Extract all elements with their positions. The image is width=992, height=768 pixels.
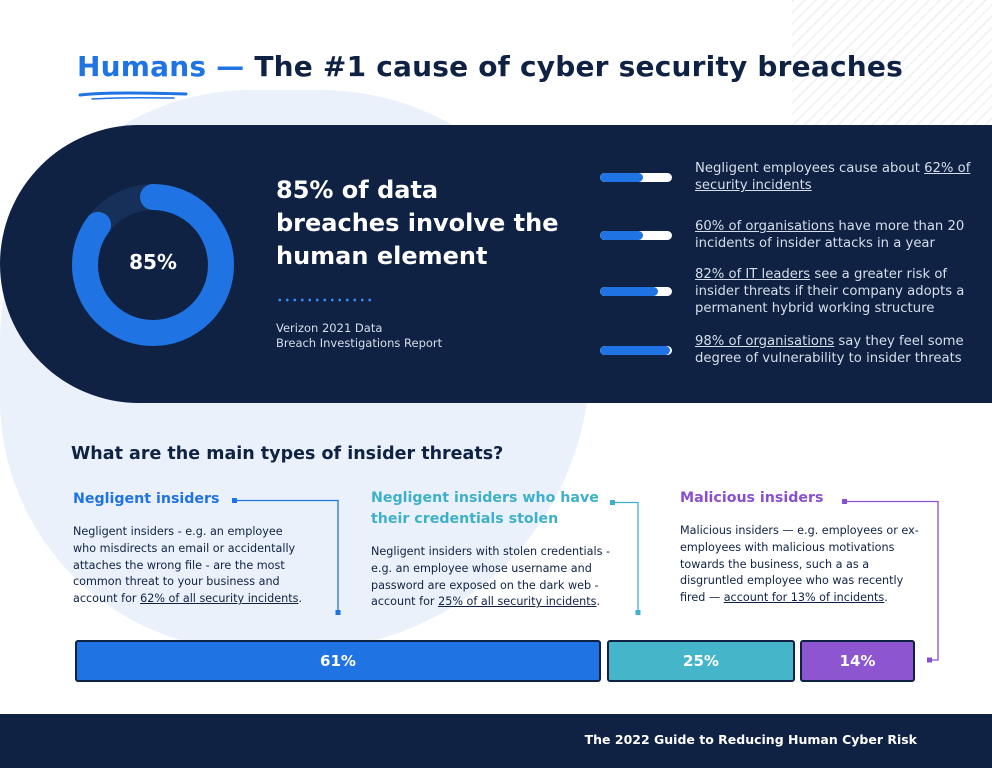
type-body-link[interactable]: 62% of all security incidents — [140, 592, 299, 606]
stat-text: Negligent employees cause about 62% of s… — [695, 160, 975, 194]
stat-bar-fill — [600, 231, 644, 240]
segment-credentials: 25% — [607, 640, 795, 682]
stat-bar — [600, 346, 672, 355]
stat-link[interactable]: 60% of organisations — [695, 219, 835, 234]
type-title-malicious: Malicious insiders — [680, 490, 824, 506]
type-body-text: Negligent insiders - e.g. an employee wh… — [73, 525, 296, 606]
footer-text: The 2022 Guide to Reducing Human Cyber R… — [584, 732, 917, 747]
footer: The 2022 Guide to Reducing Human Cyber R… — [0, 714, 992, 768]
donut-value: 85% — [129, 250, 177, 274]
type-title-credentials: Negligent insiders who have their creden… — [371, 490, 599, 527]
section-title: What are the main types of insider threa… — [71, 444, 504, 464]
stat-text-post: say they feel some degree of vulnerabili… — [695, 334, 964, 366]
hatch-pattern — [792, 0, 992, 125]
type-body-end: . — [884, 591, 888, 605]
type-body-text: Malicious insiders — e.g. employees or e… — [680, 524, 919, 605]
hero-headline: 85% of data breaches involve the human e… — [276, 176, 559, 270]
stat-bar — [600, 231, 672, 240]
source-line-1: Verizon 2021 Data — [276, 321, 383, 335]
stat-bar — [600, 287, 672, 296]
type-body-end: . — [596, 595, 601, 609]
hero-source: Verizon 2021 Data Breach Investigations … — [276, 321, 442, 351]
stat-text-pre: Negligent employees cause about — [695, 161, 925, 176]
title-accent: Humans — — [77, 50, 245, 83]
type-title-negligent: Negligent insiders — [73, 491, 220, 507]
source-line-2: Breach Investigations Report — [276, 336, 443, 350]
hero-banner — [0, 125, 992, 403]
page-title: Humans — The #1 cause of cyber security … — [77, 50, 903, 83]
connector-credentials — [610, 500, 641, 615]
stat-text: 98% of organisations say they feel some … — [695, 333, 975, 367]
segment-malicious: 14% — [800, 640, 915, 682]
stat-link[interactable]: 98% of organisations — [695, 334, 835, 349]
segment-negligent: 61% — [75, 640, 601, 682]
stat-bar-fill — [600, 173, 644, 182]
stat-text: 82% of IT leaders see a greater risk of … — [695, 266, 975, 317]
type-body-link[interactable]: 25% of all security incidents — [438, 595, 597, 609]
donut-chart — [72, 184, 234, 346]
type-body-end: . — [298, 592, 303, 606]
stat-link[interactable]: 62% of security incidents — [695, 161, 971, 193]
stat-bar — [600, 173, 672, 182]
stat-link[interactable]: 82% of IT leaders — [695, 267, 811, 282]
stat-text-post: see a greater risk of insider threats if… — [695, 267, 965, 316]
type-body-credentials: Negligent insiders with stolen credentia… — [371, 544, 611, 611]
donut-arc — [72, 184, 234, 346]
stat-text-post: have more than 20 incidents of insider a… — [695, 219, 965, 251]
type-body-link[interactable]: account for 13% of incidents — [723, 591, 885, 605]
title-rest: The #1 cause of cyber security breaches — [244, 50, 903, 83]
type-body-text: Negligent insiders with stolen credentia… — [371, 545, 611, 609]
type-body-malicious: Malicious insiders — e.g. employees or e… — [680, 523, 925, 607]
dotted-divider — [276, 298, 376, 302]
brush-underline — [78, 91, 188, 100]
stat-bar-fill — [600, 346, 670, 355]
type-body-negligent: Negligent insiders - e.g. an employee wh… — [73, 524, 309, 608]
stat-bar-fill — [600, 287, 658, 296]
stat-text: 60% of organisations have more than 20 i… — [695, 218, 975, 252]
